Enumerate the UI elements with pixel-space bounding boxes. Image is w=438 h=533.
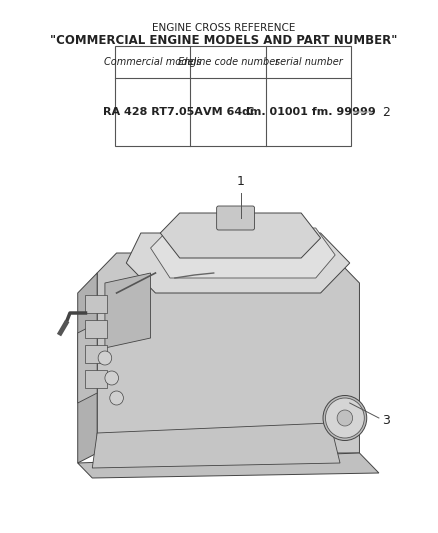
Text: dm. 01001 fm. 99999: dm. 01001 fm. 99999: [242, 107, 375, 117]
Polygon shape: [78, 273, 97, 463]
Bar: [85, 320, 107, 338]
Polygon shape: [97, 253, 360, 453]
Text: 2: 2: [382, 106, 390, 118]
Text: 3: 3: [382, 415, 390, 427]
Text: serial number: serial number: [275, 57, 343, 67]
Bar: [85, 370, 107, 388]
Polygon shape: [126, 233, 350, 293]
Bar: [115, 46, 351, 146]
Polygon shape: [105, 273, 151, 348]
Text: Engine code number: Engine code number: [178, 57, 279, 67]
Circle shape: [105, 371, 119, 385]
FancyBboxPatch shape: [217, 206, 254, 230]
Polygon shape: [78, 323, 97, 403]
Circle shape: [337, 410, 353, 426]
Circle shape: [110, 391, 124, 405]
Polygon shape: [151, 228, 335, 278]
Text: RA 428 RT7.05A: RA 428 RT7.05A: [102, 107, 202, 117]
Text: ENGINE CROSS REFERENCE: ENGINE CROSS REFERENCE: [152, 23, 295, 33]
Circle shape: [325, 398, 364, 438]
Circle shape: [98, 351, 112, 365]
Text: Commercial models: Commercial models: [104, 57, 201, 67]
Ellipse shape: [323, 395, 367, 440]
Bar: [85, 295, 107, 313]
Polygon shape: [92, 423, 340, 468]
Polygon shape: [78, 453, 379, 478]
Text: "COMMERCIAL ENGINE MODELS AND PART NUMBER": "COMMERCIAL ENGINE MODELS AND PART NUMBE…: [50, 34, 397, 47]
Text: 1: 1: [237, 175, 245, 188]
Text: VM 64 C: VM 64 C: [203, 107, 254, 117]
Polygon shape: [160, 213, 321, 258]
Text: 3.8L  CRD: 3.8L CRD: [212, 246, 269, 256]
Bar: [85, 345, 107, 363]
